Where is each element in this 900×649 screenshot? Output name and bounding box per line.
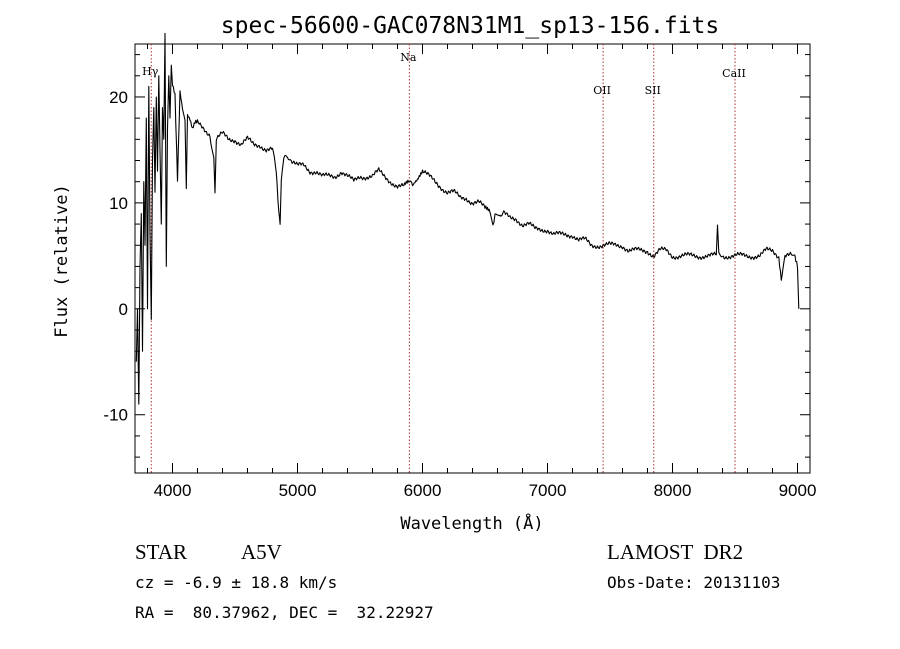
spectral-line-label: SII <box>645 84 661 97</box>
coordinates: RA = 80.37962, DEC = 32.22927 <box>135 603 434 622</box>
y-tick-label: 10 <box>109 194 128 213</box>
observation-date: Obs-Date: 20131103 <box>607 573 781 592</box>
spectral-line-label: CaII <box>722 67 746 80</box>
chart-title: spec-56600-GAC078N31M1_sp13-156.fits <box>221 13 720 39</box>
plot-frame <box>134 43 811 474</box>
axis-ticks: 4000 5000 6000 7000 8000 9000 -10 0 10 20 <box>103 44 816 500</box>
spectral-line-label: Na <box>400 51 417 64</box>
x-tick-label: 4000 <box>154 481 192 500</box>
spectral-line-label: OII <box>593 84 611 97</box>
x-tick-label: 6000 <box>404 481 442 500</box>
x-tick-label: 9000 <box>779 481 817 500</box>
spectrum-line <box>135 32 800 405</box>
redshift-value: cz = -6.9 ± 18.8 km/s <box>135 573 338 592</box>
y-tick-label: -10 <box>103 406 128 425</box>
y-axis-label: Flux (relative) <box>52 184 72 338</box>
y-tick-label: 20 <box>109 88 128 107</box>
y-tick-label: 0 <box>119 300 128 319</box>
spectral-line-markers: Hγ Na OII SII CaII <box>142 44 746 473</box>
spectral-line-label: Hγ <box>142 65 159 78</box>
x-axis-label: Wavelength (Å) <box>400 512 543 534</box>
survey-name: LAMOST DR2 <box>607 540 744 564</box>
object-class: STAR <box>135 540 187 564</box>
x-tick-label: 5000 <box>279 481 317 500</box>
x-tick-label: 7000 <box>529 481 567 500</box>
x-tick-label: 8000 <box>654 481 692 500</box>
object-subclass: A5V <box>241 540 282 564</box>
